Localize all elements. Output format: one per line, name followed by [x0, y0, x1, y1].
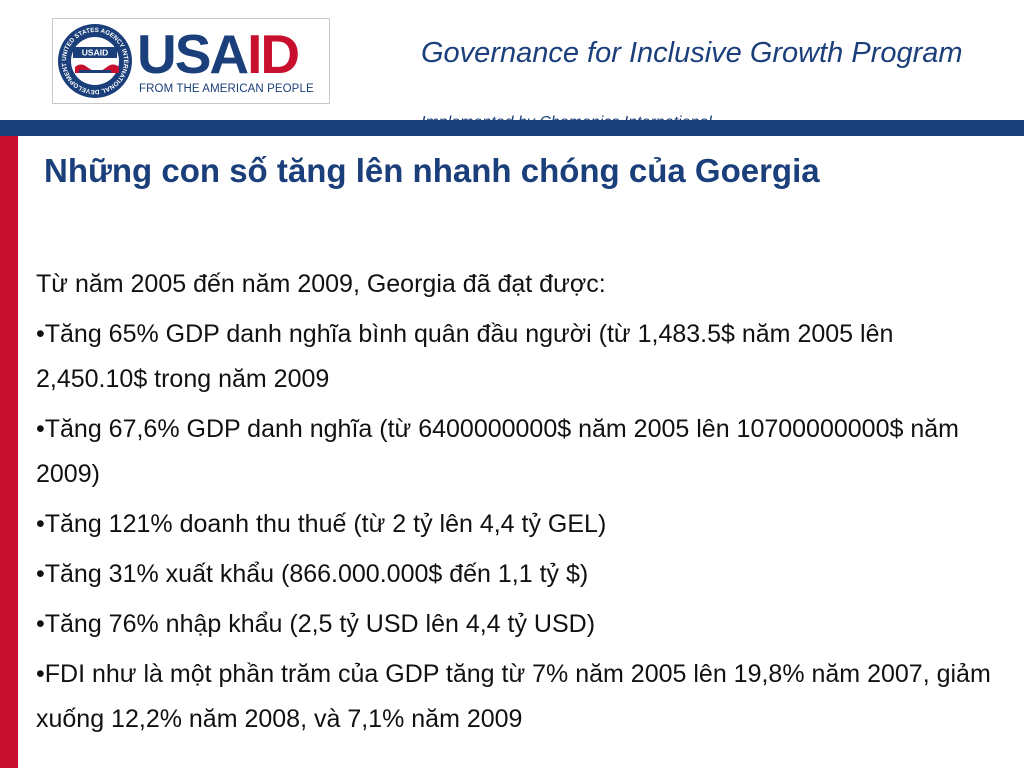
bullet-tax-revenue: •Tăng 121% doanh thu thuế (từ 2 tỷ lên 4…	[36, 510, 607, 538]
bullet-nominal-gdp: •Tăng 67,6% GDP danh nghĩa (từ 640000000…	[36, 415, 959, 488]
logo-tagline: FROM THE AMERICAN PEOPLE	[139, 83, 314, 95]
bullet-gdp-per-capita: •Tăng 65% GDP danh nghĩa bình quân đầu n…	[36, 320, 894, 393]
usaid-logo: UNITED STATES AGENCY INTERNATIONAL DEVEL…	[52, 18, 330, 104]
seal-usaid-text: USAID	[82, 48, 108, 58]
bullet-fdi: •FDI như là một phần trăm của GDP tăng t…	[36, 660, 991, 733]
header-band	[0, 120, 1024, 136]
slide-title: Những con số tăng lên nhanh chóng của Go…	[44, 152, 820, 189]
program-subtitle: Implemented by Chemonics International	[421, 113, 981, 120]
program-title: Governance for Inclusive Growth Program	[421, 37, 963, 69]
intro-paragraph: Từ năm 2005 đến năm 2009, Georgia đã đạt…	[36, 270, 606, 298]
bullet-exports: •Tăng 31% xuất khẩu (866.000.000$ đến 1,…	[36, 560, 589, 588]
usaid-seal-icon: UNITED STATES AGENCY INTERNATIONAL DEVEL…	[58, 24, 132, 98]
usaid-wordmark: USAID	[137, 23, 300, 85]
bullet-imports: •Tăng 76% nhập khẩu (2,5 tỷ USD lên 4,4 …	[36, 610, 596, 638]
slide-body: Từ năm 2005 đến năm 2009, Georgia đã đạt…	[36, 262, 996, 747]
left-accent-bar	[0, 136, 18, 768]
